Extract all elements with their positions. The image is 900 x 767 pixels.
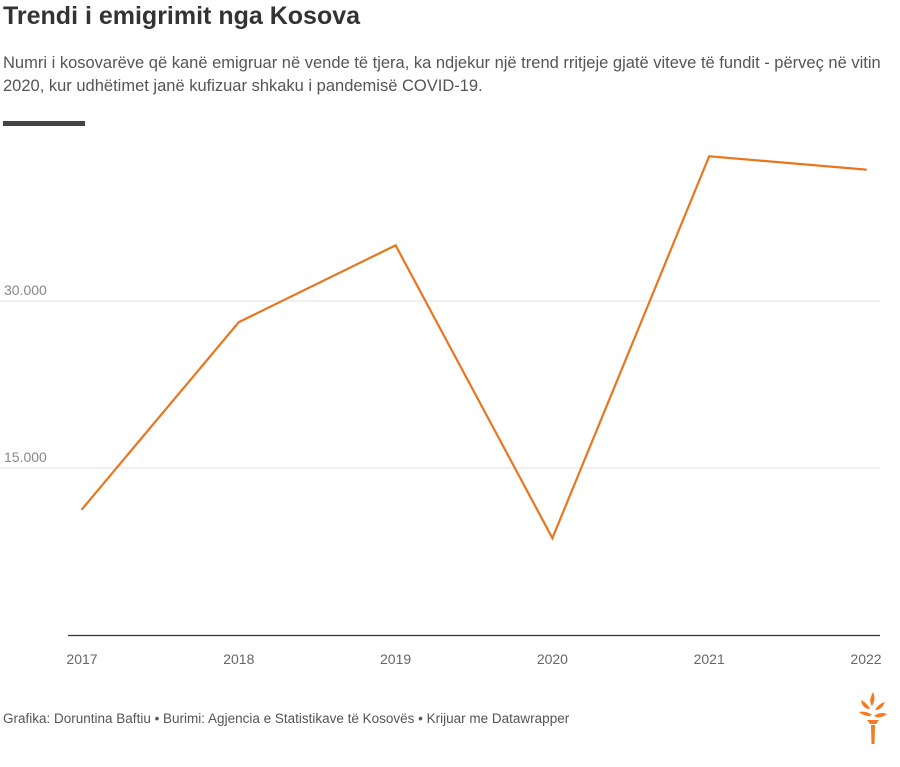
y-tick-label: 30.000 bbox=[4, 282, 47, 298]
data-point bbox=[865, 168, 867, 171]
data-point bbox=[551, 537, 554, 540]
chart-title: Trendi i emigrimit nga Kosova bbox=[3, 2, 361, 30]
data-point bbox=[708, 155, 711, 158]
series-line bbox=[81, 155, 867, 541]
data-point bbox=[237, 321, 240, 324]
x-tick-label: 2022 bbox=[850, 651, 881, 667]
data-point bbox=[81, 508, 83, 511]
x-tick-label: 2019 bbox=[380, 651, 411, 667]
data-point bbox=[394, 244, 397, 247]
x-tick-label: 2018 bbox=[223, 651, 254, 667]
x-tick-label: 2021 bbox=[694, 651, 725, 667]
y-tick-label: 15.000 bbox=[4, 449, 47, 465]
chart-subtitle: Numri i kosovarëve që kanë emigruar në v… bbox=[3, 54, 881, 95]
title-divider bbox=[3, 121, 85, 126]
torch-icon bbox=[859, 692, 887, 744]
credits-footer: Grafika: Doruntina Baftiu • Burimi: Agje… bbox=[3, 711, 570, 726]
line-chart: 15.000 30.000 2017 2018 2019 2020 2021 2022 bbox=[0, 155, 882, 667]
x-tick-label: 2017 bbox=[66, 651, 97, 667]
x-tick-label: 2020 bbox=[537, 651, 568, 667]
